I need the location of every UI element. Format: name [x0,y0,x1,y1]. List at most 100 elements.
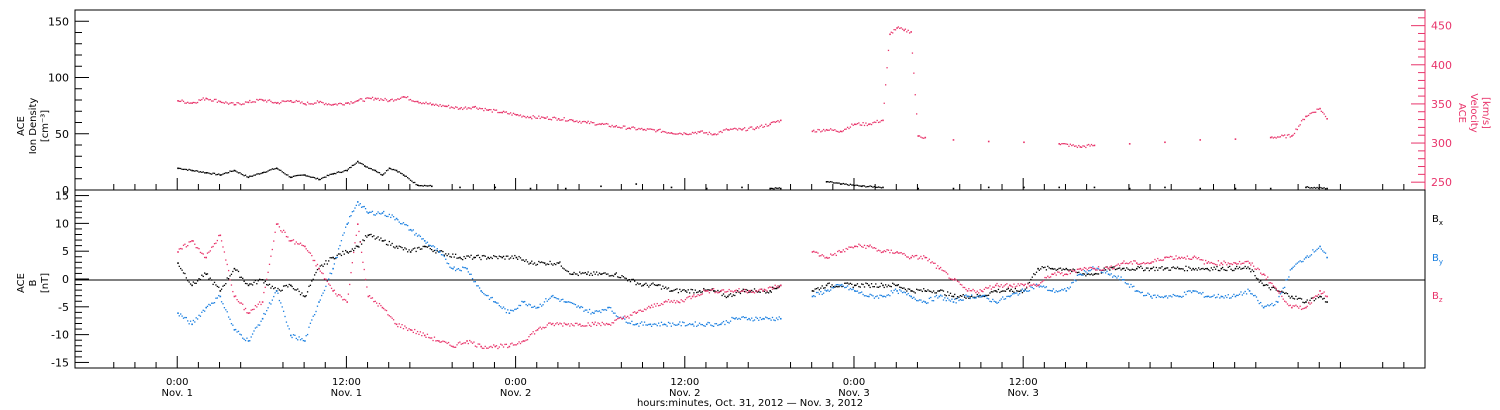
bz-point [593,323,595,326]
by-point-dense [987,298,990,300]
by-point-dense [729,320,732,322]
bx-point [346,251,349,253]
by-point-dense [1179,295,1181,298]
bx-point-dense [556,262,558,264]
bx-point-dense [579,271,581,273]
by-point-dense [287,325,289,327]
bz-point-dense [965,288,967,291]
bz-point-dense [1073,270,1076,272]
bx-point-dense [848,283,850,285]
bx-point-dense [663,287,665,290]
bx-point-dense [354,247,356,250]
by-point-dense [624,318,626,320]
bz-point-dense [899,252,901,254]
bz-point [233,295,236,298]
by-point-dense [294,334,296,337]
bz-point-dense [399,326,402,328]
velocity-tick-label: 400 [1431,59,1452,72]
velocity-point-dense [594,124,596,126]
velocity-point-dense [838,131,840,133]
velocity-point-dense [717,133,719,135]
velocity-point-dense [250,101,252,104]
bx-point [1093,273,1096,276]
bx-point-dense [542,261,544,264]
velocity-point-dense [591,122,594,124]
bz-point-dense [724,291,726,293]
bx-point-dense [564,269,567,271]
bx-point-dense [838,285,840,288]
bz-point [839,251,842,253]
bz-point-dense [1237,263,1239,265]
density-point [290,176,292,179]
bz-point-dense [778,286,780,289]
velocity-point-dense [525,117,527,119]
by-point [1234,295,1237,298]
density-point [364,165,366,167]
by-point-dense [660,321,663,323]
density-point-dense [1316,186,1318,189]
bx-point-dense [669,290,671,292]
bz-point-dense [629,314,632,316]
bx-point-dense [1241,267,1244,270]
velocity-point-dense [378,99,381,102]
bz-point-dense [767,287,770,289]
velocity-point-dense [749,126,751,128]
by-point-dense [693,325,695,327]
bz-point-dense [918,257,921,259]
bx-point-dense [178,265,180,268]
by-point-dense [717,324,719,327]
density-point-dense [1317,187,1320,189]
by-point-dense [830,289,832,291]
bz-point-dense [646,307,649,309]
by-point-dense [220,301,223,303]
by-point-dense [1047,289,1049,292]
by-point-dense [491,296,493,299]
bx-point-dense [360,243,363,245]
velocity-point-dense [399,97,402,99]
velocity-point-dense [485,109,488,111]
bx-point-dense [708,289,711,291]
velocity-point-dense [387,100,389,103]
bx-point-dense [1154,269,1156,272]
bx-point-dense [426,246,429,248]
bz-point-dense [997,285,1000,287]
bz-point-dense [517,343,519,345]
bz-point-dense [746,292,749,294]
by-point-dense [1071,282,1073,284]
velocity-point-dense [514,113,516,115]
velocity-point-dense [411,100,413,102]
velocity-point-dense [574,120,577,123]
by-point-dense [514,308,516,311]
by-point-dense [945,299,947,302]
bz-point-dense [257,303,259,305]
velocity-point-dense [519,114,522,116]
by-point-dense [842,285,845,287]
by-point-dense [1041,286,1043,288]
density-point-dense [367,167,370,169]
bz-point-dense [571,324,574,326]
by-point-dense [655,323,657,325]
density-point-dense [869,185,871,187]
bz-point [938,267,941,270]
velocity-point-dense [735,128,737,130]
by-point-dense [422,238,424,240]
by-point-dense [916,299,918,302]
bz-point [579,323,581,326]
bz-point-dense [316,263,319,266]
bz-point-dense [1286,303,1289,305]
bz-point-dense [1131,263,1134,265]
bx-point-dense [1158,267,1160,269]
bz-point-dense [487,347,489,349]
by-point-dense [641,321,643,323]
bz-point [1276,290,1279,292]
bx-point-dense [588,274,591,276]
bx-point [952,295,955,298]
bx-point [868,284,870,287]
bx-point-dense [1165,267,1167,269]
density-point-dense [351,164,353,167]
by-point-dense [942,299,945,301]
by-point [579,306,581,309]
bx-point-dense [635,283,637,286]
velocity-point-dense [453,107,455,110]
